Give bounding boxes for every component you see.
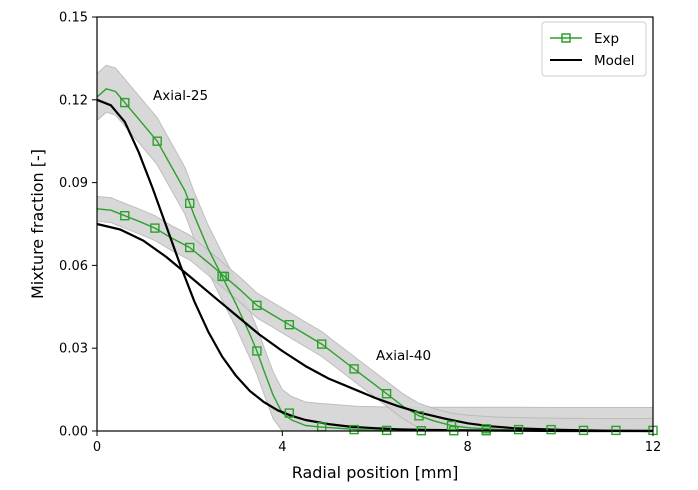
- marker-exp-axial-40: [184, 242, 195, 253]
- y-tick-label: 0.15: [59, 11, 88, 26]
- y-tick-label: 0.12: [59, 93, 88, 108]
- x-tick-label: 4: [278, 440, 286, 455]
- tick-marks: 0 4 8 12 0.00 0.03 0.06 0.09 0.12 0.15: [59, 11, 661, 456]
- marker-exp-axial-40: [481, 424, 491, 434]
- marker-exp-axial-25: [184, 198, 195, 209]
- marker-exp-axial-25: [252, 346, 262, 356]
- legend: Exp Model: [541, 21, 647, 77]
- marker-exp-axial-40: [284, 320, 294, 330]
- y-tick-label: 0.06: [59, 259, 88, 274]
- line-model-axial-25: [96, 98, 653, 433]
- legend-model-label: Model: [594, 53, 635, 69]
- plot-frame: [96, 16, 654, 432]
- marker-exp-axial-40: [381, 389, 392, 399]
- marker-exp-axial-25: [120, 97, 130, 108]
- uncertainty-bands: [96, 64, 654, 432]
- x-axis-label: Radial position [mm]: [292, 463, 459, 482]
- marker-exp-axial-40: [446, 420, 457, 431]
- marker-exp-axial-40: [317, 339, 327, 349]
- marker-exp-axial-40: [219, 271, 230, 282]
- legend-exp-label: Exp: [594, 31, 619, 47]
- x-tick-label: 12: [645, 440, 662, 455]
- marker-exp-axial-25: [284, 408, 294, 418]
- marker-exp-axial-40: [252, 300, 262, 311]
- legend-box: [541, 21, 647, 77]
- y-tick-label: 0.03: [59, 342, 88, 357]
- annotation-axial-40: Axial-40: [376, 348, 431, 364]
- legend-exp-marker: [561, 33, 571, 43]
- annotation-axial-25: Axial-25: [153, 88, 208, 104]
- line-model-axial-40: [96, 222, 654, 433]
- marker-exp-axial-25: [513, 424, 524, 435]
- marker-exp-axial-40: [414, 411, 424, 421]
- marker-exp-axial-40: [349, 364, 359, 374]
- marker-exp-axial-25: [152, 136, 162, 146]
- marker-exp-axial-25: [349, 424, 359, 435]
- y-axis-label: Mixture fraction [-]: [28, 149, 47, 299]
- y-tick-label: 0.00: [59, 425, 88, 440]
- band-exp-axial-40: [96, 195, 654, 432]
- marker-exp-axial-40: [150, 223, 160, 233]
- marker-exp-axial-25: [546, 424, 556, 435]
- y-tick-label: 0.09: [59, 176, 88, 191]
- axes: [96, 16, 654, 432]
- x-tick-label: 0: [93, 440, 101, 455]
- marker-exp-axial-40: [120, 210, 130, 221]
- x-tick-label: 8: [464, 440, 472, 455]
